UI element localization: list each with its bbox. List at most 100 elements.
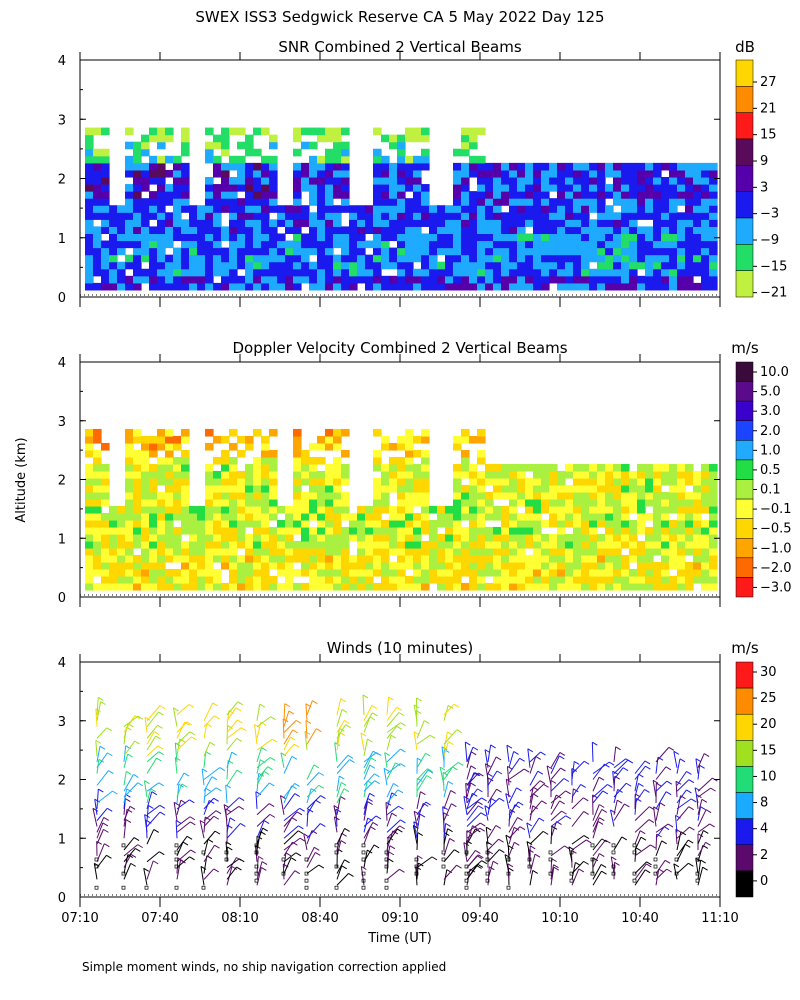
heatmap-cell xyxy=(629,261,638,270)
wind-barb xyxy=(695,758,699,774)
heatmap-cell xyxy=(93,205,102,213)
wind-barb-flag xyxy=(419,813,426,818)
calm-marker xyxy=(334,843,339,848)
heatmap-cell xyxy=(605,219,614,227)
heatmap-cell xyxy=(421,519,430,528)
heatmap-cell xyxy=(349,533,358,542)
heatmap-cell xyxy=(237,554,246,563)
heatmap-cell xyxy=(317,456,326,465)
heatmap-cell xyxy=(709,512,718,521)
heatmap-cell xyxy=(669,554,678,563)
heatmap-cell xyxy=(117,540,126,549)
heatmap-cell xyxy=(357,554,366,563)
heatmap-cell xyxy=(157,233,166,242)
heatmap-cell xyxy=(293,442,302,451)
wind-barb xyxy=(655,780,668,792)
heatmap-cell xyxy=(605,533,614,542)
calm-marker xyxy=(361,857,366,862)
heatmap-cell xyxy=(469,162,478,171)
heatmap-cell xyxy=(253,240,262,249)
heatmap-cell xyxy=(125,484,134,493)
heatmap-cell xyxy=(477,247,486,256)
heatmap-cell xyxy=(693,162,702,171)
heatmap-cell xyxy=(653,547,662,556)
heatmap-cell xyxy=(693,554,702,563)
wind-barb xyxy=(146,705,161,722)
heatmap-cell xyxy=(589,505,598,514)
colorbar-swatch xyxy=(735,479,754,500)
wind-barb-flag xyxy=(182,841,189,846)
heatmap-cell xyxy=(309,176,318,185)
heatmap-cell xyxy=(509,526,518,535)
heatmap-cell xyxy=(493,505,502,514)
wind-barb xyxy=(336,828,346,845)
heatmap-cell xyxy=(245,435,254,444)
wind-barb-flag xyxy=(125,770,132,775)
heatmap-cell xyxy=(253,191,262,199)
wind-barb xyxy=(306,799,317,816)
heatmap-cell xyxy=(509,205,518,213)
heatmap-cell xyxy=(357,575,366,584)
wind-barb-flag xyxy=(388,696,394,701)
heatmap-cell xyxy=(269,219,278,227)
wind-barb xyxy=(363,752,377,763)
heatmap-cell xyxy=(509,261,518,270)
wind-barb-flag xyxy=(687,839,694,844)
heatmap-cell xyxy=(709,533,718,542)
heatmap-cell xyxy=(181,470,190,479)
calm-marker xyxy=(464,850,469,855)
wind-barb xyxy=(415,697,418,715)
heatmap-cell xyxy=(485,226,494,235)
heatmap-cell xyxy=(133,470,142,479)
heatmap-cell xyxy=(461,512,470,521)
heatmap-cell xyxy=(453,561,462,570)
heatmap-cell xyxy=(421,575,430,584)
heatmap-cell xyxy=(253,540,262,549)
wind-barb xyxy=(283,837,301,851)
wind-barb-flag xyxy=(650,844,656,849)
heatmap-cell xyxy=(333,575,342,584)
heatmap-cell xyxy=(501,169,510,178)
heatmap-cell xyxy=(285,240,294,249)
heatmap-cell xyxy=(109,505,118,514)
heatmap-cell xyxy=(413,212,422,220)
heatmap-cell xyxy=(213,254,222,263)
heatmap-cell xyxy=(133,526,142,535)
heatmap-cell xyxy=(133,176,142,185)
heatmap-cell xyxy=(341,176,350,185)
heatmap-cell xyxy=(653,540,662,549)
heatmap-cell xyxy=(637,254,646,263)
heatmap-cell xyxy=(261,582,270,591)
heatmap-cell xyxy=(429,233,438,242)
heatmap-cell xyxy=(149,254,158,263)
heatmap-cell xyxy=(157,134,166,143)
heatmap-cell xyxy=(621,498,630,507)
heatmap-cell xyxy=(541,582,550,591)
wind-barb-flag xyxy=(583,811,589,815)
heatmap-cell xyxy=(597,582,606,591)
calm-marker xyxy=(485,871,490,876)
heatmap-cell xyxy=(381,519,390,528)
wind-barb xyxy=(463,842,468,862)
heatmap-cell xyxy=(293,219,302,227)
heatmap-cell xyxy=(357,254,366,263)
heatmap-cell xyxy=(341,470,350,479)
heatmap-cell xyxy=(477,261,486,270)
heatmap-cell xyxy=(325,575,334,584)
heatmap-cell xyxy=(661,247,670,256)
heatmap-cell xyxy=(205,547,214,556)
colorbar-label: −3.0 xyxy=(760,580,792,595)
wind-barb xyxy=(443,864,457,880)
heatmap-cell xyxy=(565,176,574,185)
heatmap-cell xyxy=(485,540,494,549)
heatmap-cell xyxy=(469,191,478,199)
heatmap-cell xyxy=(597,198,606,206)
heatmap-cell xyxy=(261,554,270,563)
heatmap-cell xyxy=(261,463,270,472)
heatmap-cell xyxy=(453,477,462,486)
heatmap-cell xyxy=(141,512,150,521)
heatmap-cell xyxy=(261,470,270,479)
heatmap-cell xyxy=(549,477,558,486)
heatmap-cell xyxy=(517,575,526,584)
heatmap-cell xyxy=(669,519,678,528)
